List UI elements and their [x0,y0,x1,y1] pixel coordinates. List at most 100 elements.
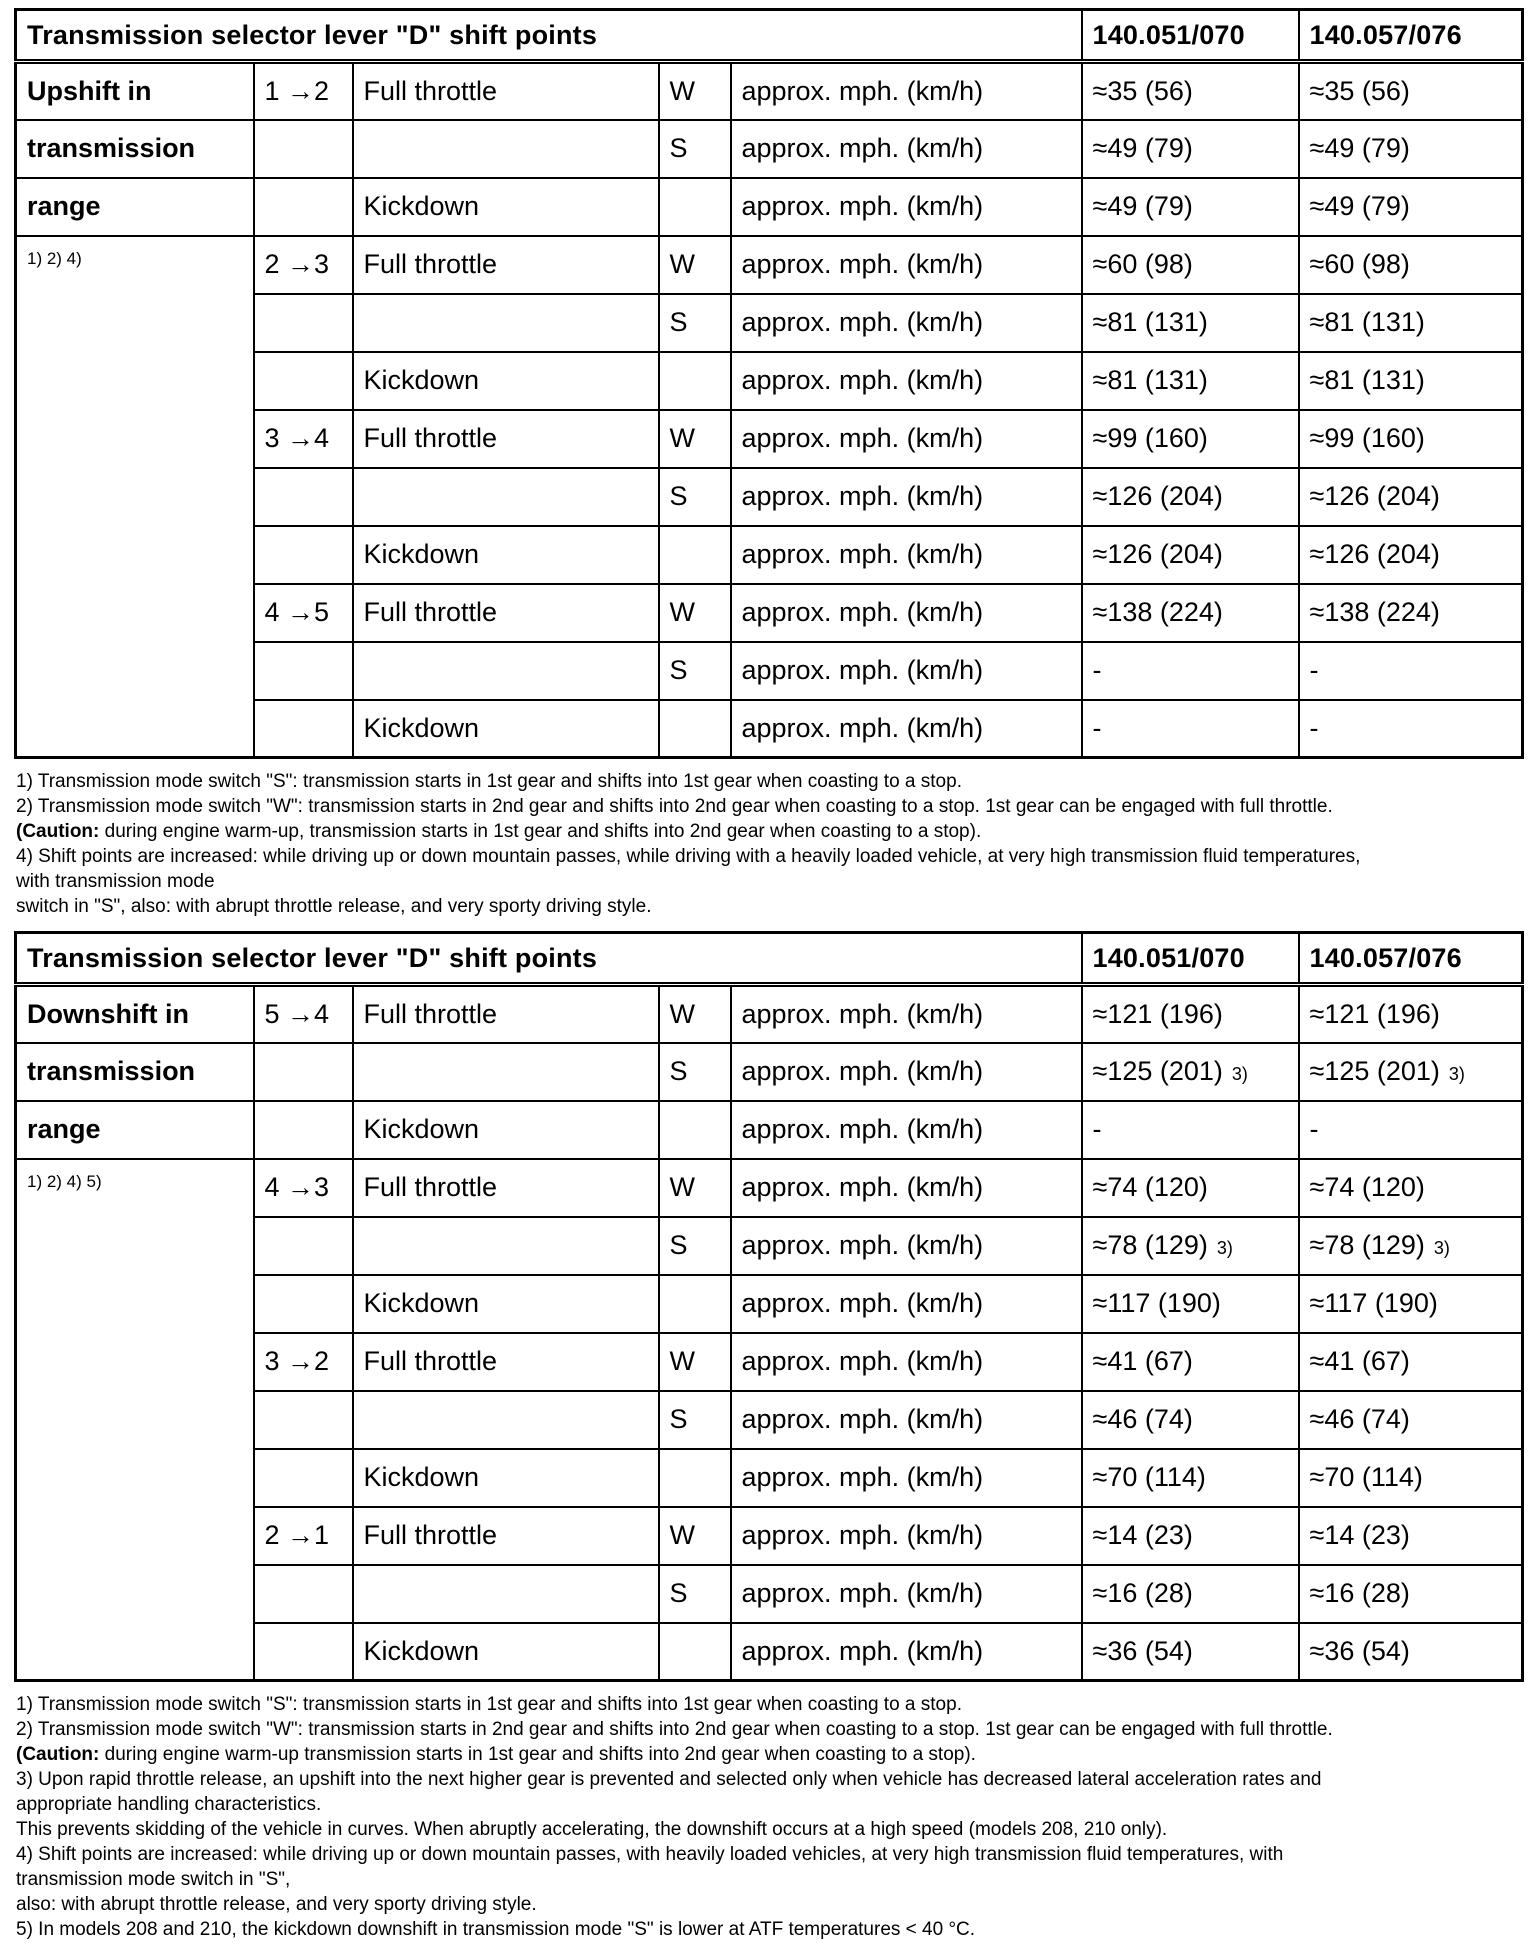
throttle-condition-cell: Full throttle [351,1157,660,1218]
throttle-condition-cell: Kickdown [351,1447,660,1508]
value-cell-140-051-070: ≈74 (120) [1080,1157,1300,1218]
footnote-text: 1) Transmission mode switch "S": transmi… [16,771,962,792]
footnote-line: with transmission mode [16,869,1522,894]
throttle-condition-cell [351,640,660,701]
shift-point-row: range Kickdown approx. mph. (km/h) ≈49 (… [14,176,1524,237]
speed-value: - [1309,1114,1319,1144]
value-cell-140-051-070: ≈138 (224) [1080,582,1300,643]
range-label-cell: transmission [14,118,255,179]
range-label-cell: 1) 2) 4) [14,234,255,759]
speed-value: ≈74 (120) [1092,1172,1208,1202]
footnote-line: 4) Shift points are increased: while dri… [16,844,1522,869]
value-cell-140-051-070: ≈60 (98) [1080,234,1300,295]
value-cell-140-051-070: ≈126 (204) [1080,524,1300,585]
speed-value: ≈46 (74) [1092,1404,1193,1434]
footnote-text: 2) Transmission mode switch "W": transmi… [16,796,1333,817]
value-cell-140-057-076: ≈70 (114) [1297,1447,1524,1508]
speed-value: ≈81 (131) [1309,365,1425,395]
shift-point-row: 1) 2) 4) 5) 4 →3 Full throttle W approx.… [14,1157,1524,1682]
gear-change-cell [252,1041,354,1102]
throttle-condition-cell: Kickdown [351,698,660,759]
unit-cell: approx. mph. (km/h) [729,234,1083,295]
footnote-line: (Caution: during engine warm-up, transmi… [16,819,1522,844]
gear-change-cell: 4 →3 [252,1157,354,1218]
speed-value: ≈126 (204) [1092,539,1223,569]
throttle-condition-cell: Full throttle [351,408,660,469]
value-cell-140-057-076: ≈126 (204) [1297,466,1524,527]
table-title: Transmission selector lever "D" shift po… [14,931,1083,987]
unit-cell: approx. mph. (km/h) [729,1447,1083,1508]
value-cell-140-057-076: - [1297,698,1524,759]
unit-cell: approx. mph. (km/h) [729,118,1083,179]
footnote-text: with transmission mode [16,871,215,892]
value-cell-140-051-070: ≈46 (74) [1080,1389,1300,1450]
model-header-140-051-070: 140.051/070 [1080,931,1300,987]
value-cell-140-057-076: ≈99 (160) [1297,408,1524,469]
value-cell-140-051-070: ≈99 (160) [1080,408,1300,469]
speed-value: ≈125 (201) [1309,1056,1440,1086]
gear-change-cell [252,524,354,585]
unit-cell: approx. mph. (km/h) [729,524,1083,585]
mode-switch-cell [657,1273,732,1334]
value-cell-140-051-070: ≈78 (129) 3) [1080,1215,1300,1276]
value-cell-140-051-070: - [1080,1099,1300,1160]
mode-switch-cell: W [657,60,732,121]
footnote-text: during engine warm-up transmission start… [99,1744,976,1765]
mode-switch-cell: S [657,640,732,701]
throttle-condition-cell: Kickdown [351,350,660,411]
value-cell-140-057-076: ≈121 (196) [1297,983,1524,1044]
gear-change-cell: 2 →1 [252,1505,354,1566]
speed-value: ≈74 (120) [1309,1172,1425,1202]
value-cell-140-051-070: - [1080,640,1300,701]
value-cell-140-057-076: ≈74 (120) [1297,1157,1524,1218]
footnote-text: This prevents skidding of the vehicle in… [16,1819,1168,1840]
table-title-row: Transmission selector lever "D" shift po… [14,8,1524,64]
shift-point-row: 3 →4 Full throttle W approx. mph. (km/h)… [16,408,1524,469]
footnote-text: 4) Shift points are increased: while dri… [16,1844,1284,1865]
value-cell-140-051-070: ≈35 (56) [1080,60,1300,121]
shift-point-row: Kickdown approx. mph. (km/h) ≈117 (190) … [16,1273,1524,1334]
footnote-text: appropriate handling characteristics. [16,1794,322,1815]
gear-change-cell [252,1099,354,1160]
footnote-text: also: with abrupt throttle release, and … [16,1894,537,1915]
downshift-shift-points-section: Transmission selector lever "D" shift po… [14,931,1524,1942]
speed-value: ≈126 (204) [1092,481,1223,511]
shift-point-row: Kickdown approx. mph. (km/h) ≈36 (54) ≈3… [16,1621,1524,1682]
gear-change-cell [252,466,354,527]
gear-change-cell: 5 →4 [252,983,354,1044]
throttle-condition-cell [351,466,660,527]
throttle-condition-cell [351,1215,660,1276]
value-cell-140-057-076: ≈36 (54) [1297,1621,1524,1682]
shift-point-row: Kickdown approx. mph. (km/h) - - [16,698,1524,759]
value-cell-140-057-076: ≈60 (98) [1297,234,1524,295]
footnote-ref: 3) [1216,1238,1233,1258]
footnote-text: 1) Transmission mode switch "S": transmi… [16,1694,962,1715]
speed-value: ≈99 (160) [1309,423,1425,453]
mode-switch-cell: S [657,1389,732,1450]
shift-point-row: Kickdown approx. mph. (km/h) ≈81 (131) ≈… [16,350,1524,411]
footnote-line: 2) Transmission mode switch "W": transmi… [16,794,1522,819]
throttle-condition-cell [351,1563,660,1624]
value-cell-140-057-076: ≈35 (56) [1297,60,1524,121]
footnote-line: (Caution: during engine warm-up transmis… [16,1742,1522,1767]
shift-point-row: transmission S approx. mph. (km/h) ≈49 (… [14,118,1524,179]
footnote-line: also: with abrupt throttle release, and … [16,1892,1522,1917]
throttle-condition-cell: Full throttle [351,1331,660,1392]
speed-value: ≈78 (129) [1309,1230,1425,1260]
speed-value: ≈117 (190) [1092,1288,1221,1318]
model-header-140-057-076: 140.057/076 [1297,8,1524,64]
footnote-line: 2) Transmission mode switch "W": transmi… [16,1717,1522,1742]
unit-cell: approx. mph. (km/h) [729,350,1083,411]
value-cell-140-057-076: - [1297,640,1524,701]
shift-point-row: 2 →1 Full throttle W approx. mph. (km/h)… [16,1505,1524,1566]
speed-value: ≈70 (114) [1092,1462,1206,1492]
gear-change-cell: 1 →2 [252,60,354,121]
mode-switch-cell: W [657,1505,732,1566]
throttle-condition-cell [351,1041,660,1102]
throttle-condition-cell: Full throttle [351,234,660,295]
mode-switch-cell: W [657,1331,732,1392]
speed-value: ≈49 (79) [1309,133,1410,163]
speed-value: ≈41 (67) [1309,1346,1410,1376]
value-cell-140-051-070: ≈16 (28) [1080,1563,1300,1624]
